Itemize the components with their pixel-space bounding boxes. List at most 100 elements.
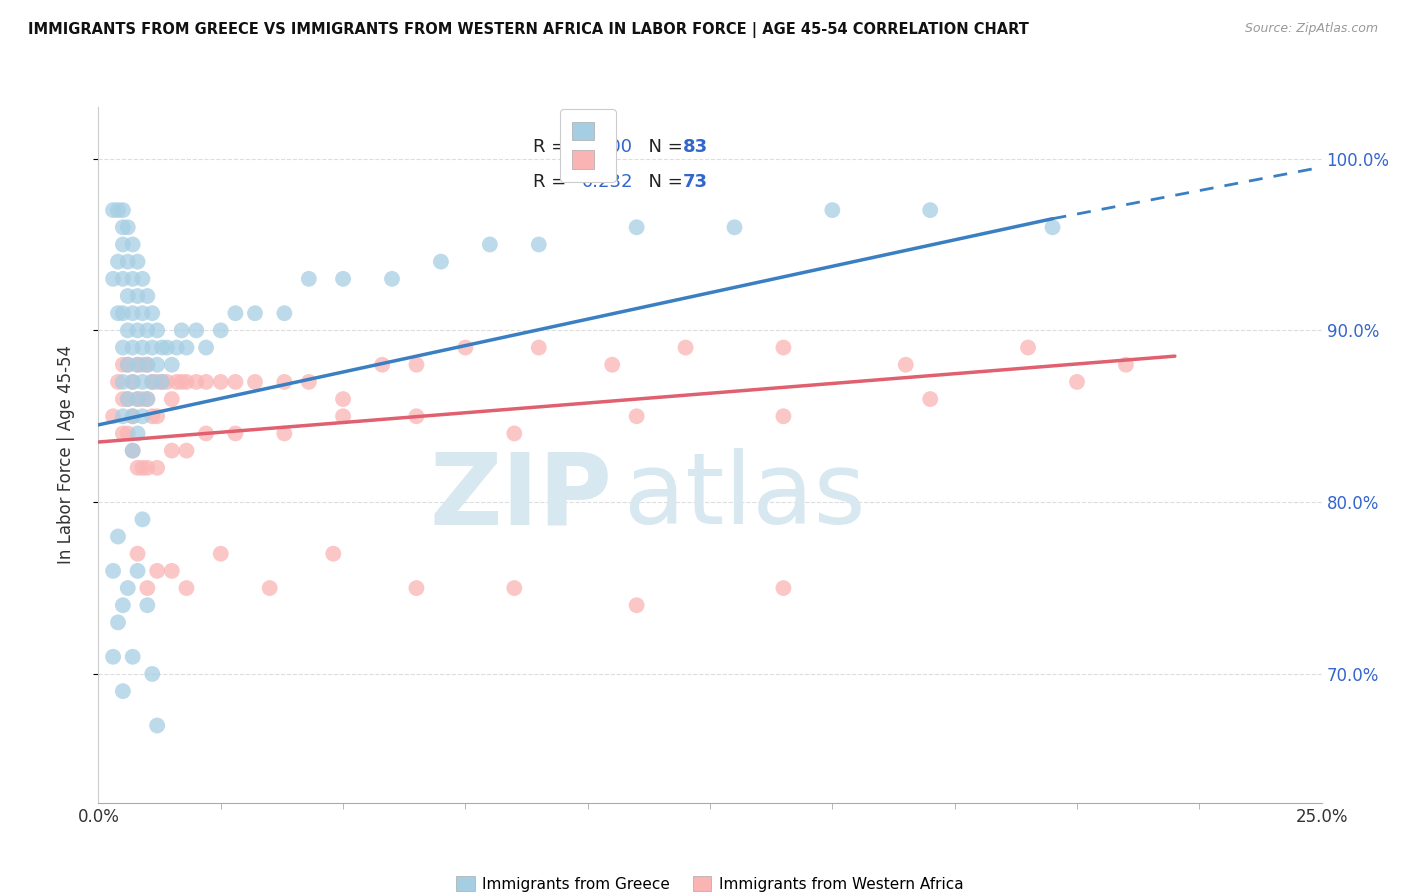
Point bbox=[454, 341, 477, 355]
Point bbox=[127, 358, 149, 372]
Point bbox=[772, 581, 794, 595]
Point bbox=[107, 529, 129, 543]
Text: N =: N = bbox=[637, 173, 688, 191]
Legend: Immigrants from Greece, Immigrants from Western Africa: Immigrants from Greece, Immigrants from … bbox=[450, 870, 970, 892]
Point bbox=[166, 341, 188, 355]
Text: 0.232: 0.232 bbox=[582, 173, 633, 191]
Point bbox=[141, 409, 163, 424]
Point bbox=[121, 272, 143, 286]
Point bbox=[117, 358, 139, 372]
Point bbox=[381, 272, 404, 286]
Point bbox=[111, 203, 134, 218]
Point bbox=[527, 341, 550, 355]
Point bbox=[146, 460, 169, 475]
Point bbox=[107, 203, 129, 218]
Point bbox=[141, 375, 163, 389]
Point bbox=[101, 649, 124, 664]
Point bbox=[121, 409, 143, 424]
Point bbox=[141, 341, 163, 355]
Point bbox=[141, 667, 163, 681]
Point bbox=[176, 443, 198, 458]
Point bbox=[821, 203, 844, 218]
Point bbox=[160, 443, 183, 458]
Point bbox=[111, 426, 134, 441]
Point bbox=[176, 341, 198, 355]
Point bbox=[111, 375, 134, 389]
Text: 83: 83 bbox=[683, 138, 709, 156]
Point bbox=[503, 581, 526, 595]
Point bbox=[131, 512, 153, 526]
Point bbox=[141, 375, 163, 389]
Point bbox=[121, 341, 143, 355]
Point bbox=[136, 358, 159, 372]
Point bbox=[195, 426, 218, 441]
Point bbox=[131, 409, 153, 424]
Text: R =: R = bbox=[533, 173, 572, 191]
Point bbox=[156, 341, 179, 355]
Point bbox=[111, 358, 134, 372]
Text: 73: 73 bbox=[683, 173, 709, 191]
Point bbox=[186, 375, 208, 389]
Point bbox=[166, 375, 188, 389]
Point bbox=[150, 341, 173, 355]
Point bbox=[141, 306, 163, 320]
Point bbox=[111, 392, 134, 406]
Point bbox=[1017, 341, 1039, 355]
Point bbox=[273, 426, 295, 441]
Point bbox=[117, 581, 139, 595]
Point bbox=[405, 409, 427, 424]
Point bbox=[1066, 375, 1088, 389]
Point bbox=[131, 460, 153, 475]
Point bbox=[527, 237, 550, 252]
Point bbox=[121, 375, 143, 389]
Point bbox=[107, 375, 129, 389]
Point bbox=[111, 237, 134, 252]
Y-axis label: In Labor Force | Age 45-54: In Labor Force | Age 45-54 bbox=[56, 345, 75, 565]
Point bbox=[405, 581, 427, 595]
Point bbox=[322, 547, 344, 561]
Point bbox=[117, 220, 139, 235]
Point bbox=[176, 375, 198, 389]
Point bbox=[127, 460, 149, 475]
Point bbox=[1042, 220, 1064, 235]
Point bbox=[121, 409, 143, 424]
Point bbox=[146, 375, 169, 389]
Point bbox=[195, 341, 218, 355]
Point bbox=[772, 409, 794, 424]
Point bbox=[723, 220, 745, 235]
Point bbox=[146, 358, 169, 372]
Point bbox=[600, 358, 623, 372]
Point bbox=[136, 358, 159, 372]
Point bbox=[136, 289, 159, 303]
Point bbox=[160, 358, 183, 372]
Point bbox=[111, 409, 134, 424]
Point bbox=[127, 358, 149, 372]
Point bbox=[626, 599, 648, 613]
Point bbox=[121, 649, 143, 664]
Point bbox=[772, 341, 794, 355]
Point bbox=[111, 341, 134, 355]
Point bbox=[107, 306, 129, 320]
Point bbox=[107, 254, 129, 268]
Point bbox=[127, 323, 149, 337]
Point bbox=[150, 375, 173, 389]
Point bbox=[259, 581, 281, 595]
Point bbox=[131, 358, 153, 372]
Point bbox=[675, 341, 697, 355]
Point bbox=[146, 564, 169, 578]
Point bbox=[117, 254, 139, 268]
Text: R =: R = bbox=[533, 138, 572, 156]
Point bbox=[176, 581, 198, 595]
Point bbox=[626, 409, 648, 424]
Point bbox=[626, 220, 648, 235]
Point bbox=[121, 237, 143, 252]
Point bbox=[146, 718, 169, 732]
Point bbox=[146, 323, 169, 337]
Point bbox=[117, 392, 139, 406]
Point bbox=[117, 358, 139, 372]
Text: atlas: atlas bbox=[624, 448, 866, 545]
Point bbox=[127, 254, 149, 268]
Point bbox=[136, 392, 159, 406]
Text: 0.200: 0.200 bbox=[582, 138, 633, 156]
Point bbox=[136, 599, 159, 613]
